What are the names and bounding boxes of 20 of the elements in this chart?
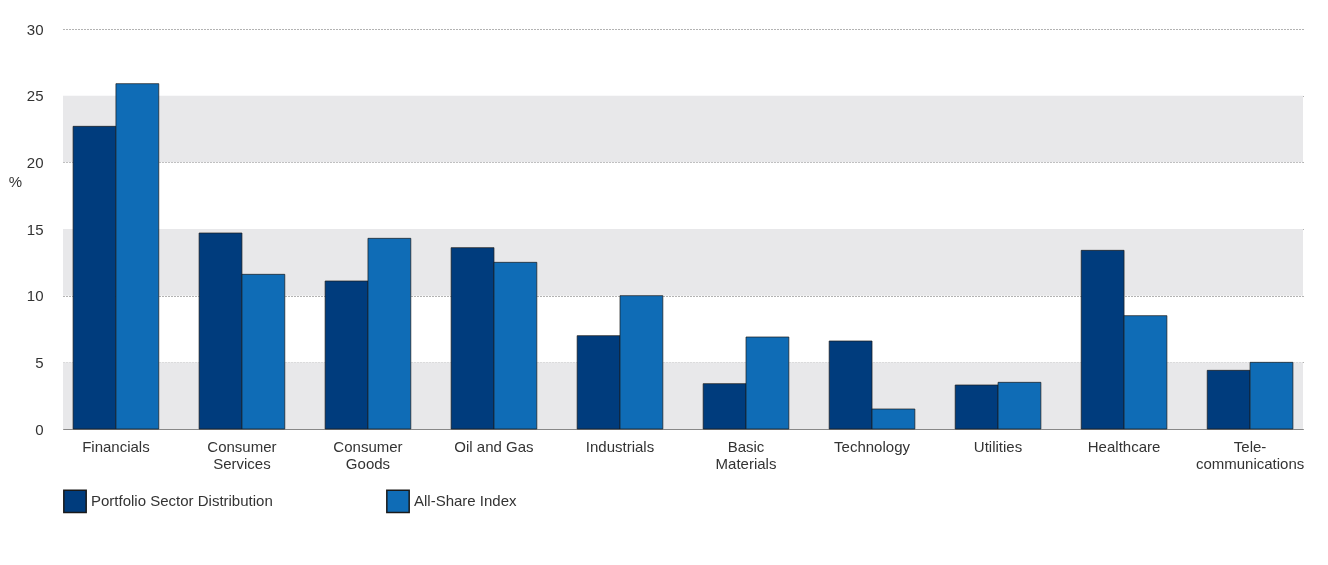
x-tick-label: Technology [834,437,911,455]
x-tick-label: Industrials [585,437,655,455]
x-tick-label: Basic Materials [715,437,777,472]
x-tick-label: Tele-communications [1195,437,1305,472]
y-axis-title: % [8,172,23,190]
x-tick-label: Consumer Goods [333,437,403,472]
legend-label: All-Share Index [414,492,518,510]
y-tick-label: 25 [26,87,44,105]
y-tick-label: 30 [26,20,44,38]
y-tick-label: 0 [35,420,44,438]
y-tick-label: 5 [35,353,44,371]
x-tick-label: Utilities [973,437,1023,455]
x-tick-label: Financials [82,437,150,455]
x-tick-label: Healthcare [1087,437,1161,455]
legend-label: Portfolio Sector Distribution [91,492,273,510]
y-tick-label: 10 [26,287,44,305]
x-tick-label: Consumer Services [207,437,277,472]
x-tick-label: Oil and Gas [454,437,534,455]
y-tick-label: 15 [26,220,44,238]
y-tick-label: 20 [26,153,44,171]
